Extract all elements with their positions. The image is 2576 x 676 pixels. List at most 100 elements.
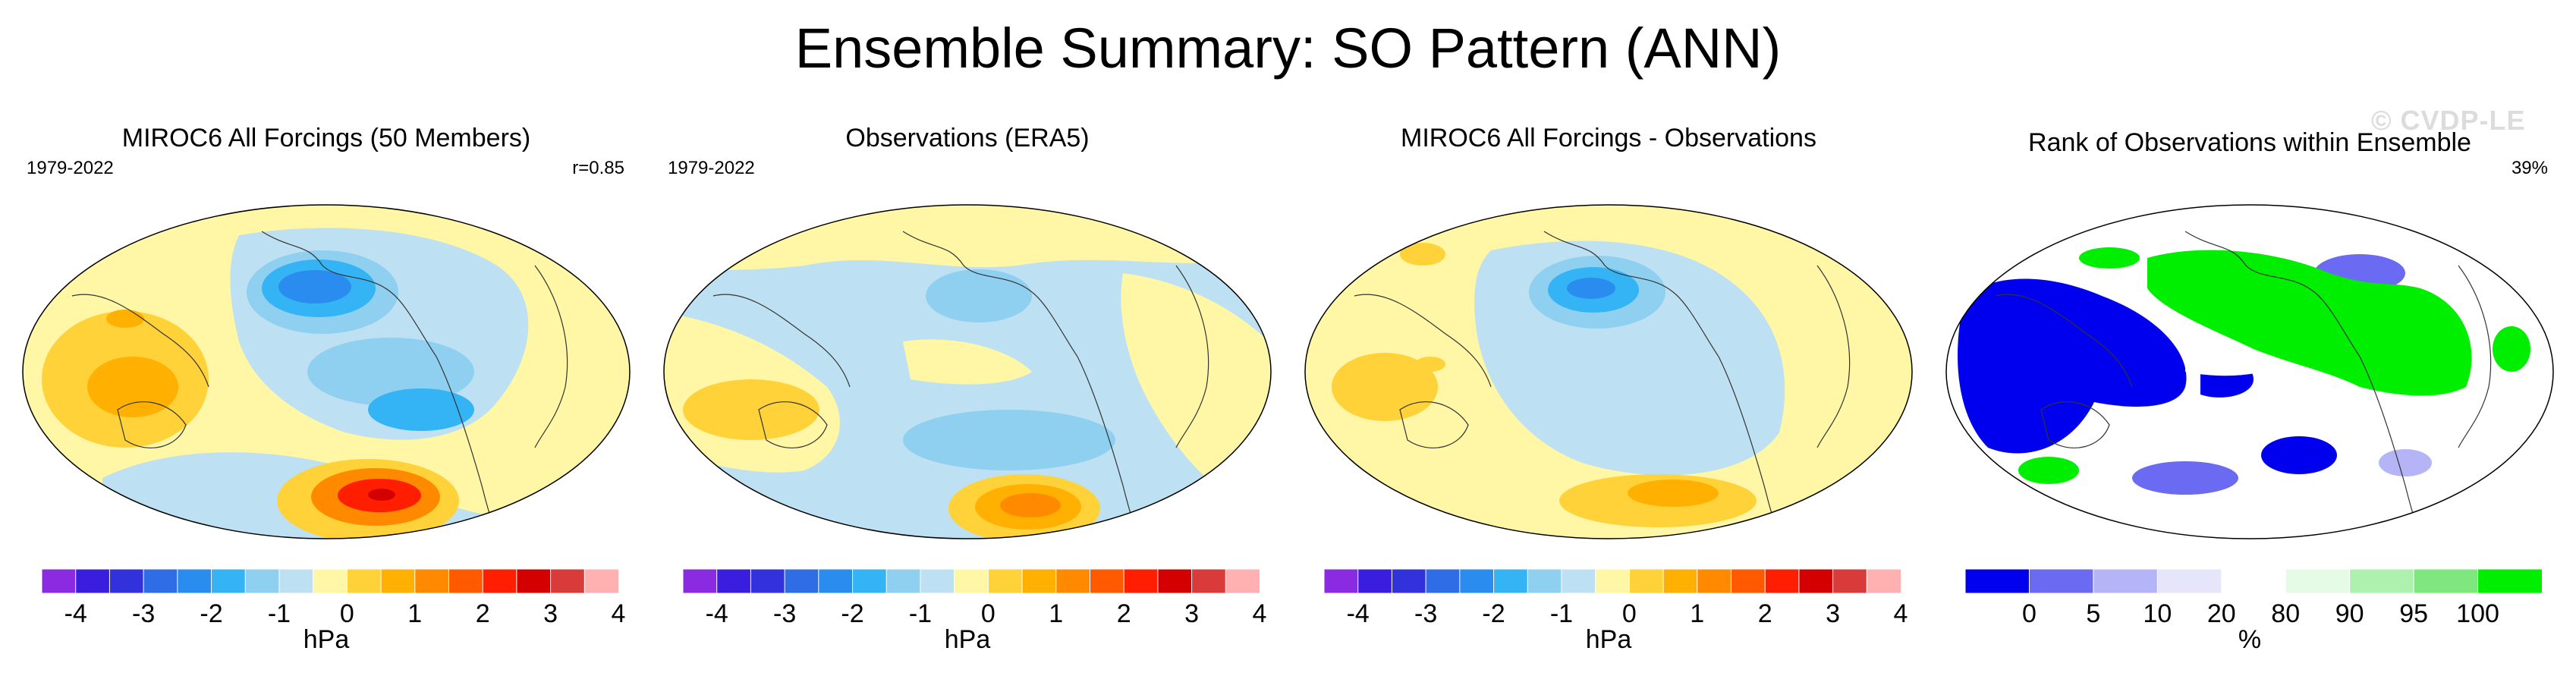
colorbar-swatch (1021, 568, 1057, 594)
colorbar-tick-label: 1 (1049, 599, 1064, 628)
north-pacific-low (926, 269, 1032, 322)
colorbar-swatch (1866, 568, 1902, 594)
pacific-trough (307, 338, 474, 406)
colorbar-swatch (1730, 568, 1766, 594)
colorbar-tick-label: 0 (339, 599, 354, 628)
colorbar-tick-label: -1 (1549, 599, 1574, 628)
coastline (534, 265, 568, 448)
tropical-positive (903, 339, 1032, 385)
colorbar-swatch (1055, 568, 1091, 594)
coastline (261, 231, 437, 357)
high-rank-north (2079, 247, 2140, 269)
colorbar-ticks: -4 -3 -2 -1 0 1 2 3 4 (1294, 599, 1923, 630)
colorbar-tick-label: 2 (1116, 599, 1131, 628)
indo-pacific-high-core (87, 357, 178, 417)
colorbar-swatch (920, 568, 955, 594)
maritime-positive (1415, 357, 1445, 372)
colorbar-ticks: -4 -3 -2 -1 0 1 2 3 4 (653, 599, 1282, 630)
colorbar-tick-label: 3 (543, 599, 558, 628)
colorbar-swatch (414, 568, 450, 594)
high-rank-region-pacific (2147, 250, 2472, 396)
colorbar-swatch (784, 568, 819, 594)
colorbar-tick-label: 4 (1893, 599, 1908, 628)
colorbar-swatch (75, 568, 111, 594)
colorbar-units: % (2238, 625, 2262, 654)
coastline (71, 294, 209, 388)
pacific-trough-core (368, 388, 474, 431)
map-difference (1304, 204, 1913, 539)
coastline (1399, 401, 1469, 448)
colorbar-tick-label: 4 (1252, 599, 1267, 628)
colorbar-swatch (1764, 568, 1800, 594)
colorbar-swatch (1493, 568, 1529, 594)
colorbar-swatch (885, 568, 921, 594)
colorbar-tick-label: 4 (611, 599, 626, 628)
map-border (1945, 204, 2554, 539)
colorbar-swatch (41, 568, 77, 594)
colorbar-tick-label: -3 (131, 599, 156, 628)
colorbar-tick-label: -4 (64, 599, 87, 628)
coastline (1995, 294, 2133, 388)
coastline (2040, 401, 2110, 448)
colorbar-swatch (987, 568, 1024, 594)
colorbar-swatch (1459, 568, 1495, 594)
colorbar-swatch (750, 568, 786, 594)
eurasia-positive (1400, 243, 1445, 266)
colorbar-swatch (177, 568, 212, 594)
colorbar-ticks: 0 5 10 20 80 90 95 100 (1935, 599, 2565, 630)
colorbar-swatch (2093, 568, 2159, 594)
colorbar-swatch (380, 568, 416, 594)
colorbar-tick-label: 1 (407, 599, 423, 628)
colorbar-swatch (716, 568, 752, 594)
map-border (663, 204, 1272, 539)
colorbar-swatch (1628, 568, 1665, 594)
aleutian-low-core (278, 270, 351, 303)
colorbar-swatch (211, 568, 247, 594)
map-observations (663, 204, 1272, 539)
colorbar-tick-label: -3 (1414, 599, 1438, 628)
coastline (1543, 231, 1719, 357)
colorbar-swatch (1527, 568, 1562, 594)
colorbar-swatch (1964, 568, 2030, 594)
colorbar-swatch (143, 568, 178, 594)
colorbar-swatch (954, 568, 989, 594)
colorbar-tick-label: 80 (2271, 599, 2301, 628)
period-label: 1979-2022 (27, 158, 114, 178)
colorbar-tick-label: 3 (1826, 599, 1841, 628)
colorbar-tick-label: -2 (1482, 599, 1505, 628)
panel-title: Observations (ERA5) (845, 124, 1090, 152)
south-pacific-trough (903, 410, 1115, 470)
map-rank (1945, 204, 2554, 539)
map-border (22, 204, 631, 539)
coastline (758, 401, 828, 448)
colorbar-swatch (550, 568, 586, 594)
colorbar-tick-label: 20 (2206, 599, 2236, 628)
colorbar-swatch (852, 568, 888, 594)
colorbar-swatch (1561, 568, 1596, 594)
period-label: 1979-2022 (668, 158, 755, 178)
colorbar-tick-label: -4 (705, 599, 728, 628)
colorbar-swatch (2285, 568, 2351, 594)
colorbar-tick-label: -3 (772, 599, 797, 628)
colorbar-hpa (41, 568, 620, 594)
south-pacific-high-core (1000, 493, 1061, 517)
colorbar-tick-label: 0 (1621, 599, 1637, 628)
coastline (1816, 265, 1851, 448)
colorbar-swatch (482, 568, 517, 594)
watermark: © CVDP-LE (2371, 105, 2526, 136)
high-rank-south-west (2018, 457, 2079, 484)
colorbar-tick-label: -2 (841, 599, 864, 628)
colorbar-swatch (1662, 568, 1698, 594)
colorbar-swatch (682, 568, 718, 594)
coastline (1175, 265, 1209, 448)
colorbar-swatch (1191, 568, 1227, 594)
colorbar-units: hPa (303, 625, 350, 654)
coastline (712, 294, 851, 388)
neutral-band (2185, 346, 2284, 376)
colorbar-swatch (1595, 568, 1631, 594)
coastline (117, 401, 187, 448)
panel-title: Rank of Observations within Ensemble (2028, 128, 2471, 157)
low-rank-south-outer (2132, 461, 2238, 495)
panel-difference: MIROC6 All Forcings - Observations (1294, 114, 1923, 675)
panel-model-ensemble: MIROC6 All Forcings (50 Members) 1979-20… (11, 114, 641, 675)
